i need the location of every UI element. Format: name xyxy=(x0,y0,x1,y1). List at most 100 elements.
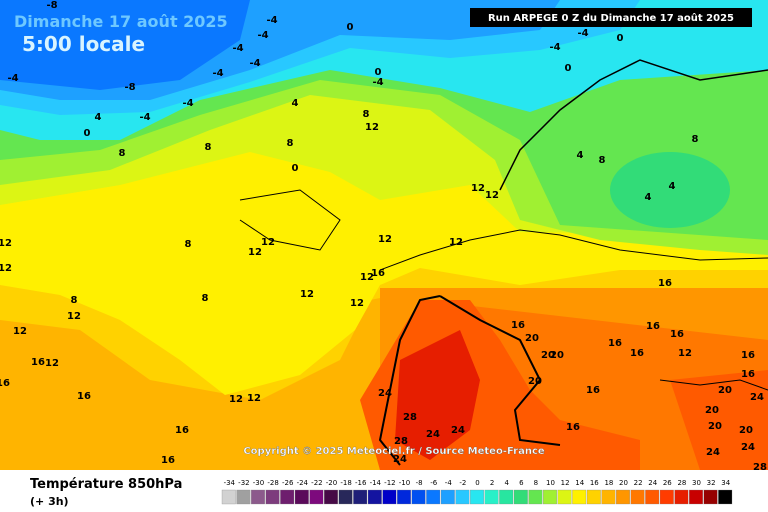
colorbar-swatch xyxy=(543,489,557,505)
contour-label: 8 xyxy=(205,142,212,153)
contour-label: 20 xyxy=(718,385,732,396)
contour-label: 12 xyxy=(449,237,463,248)
colorbar-swatch xyxy=(470,489,484,505)
contour-label: 16 xyxy=(741,350,755,361)
colorbar-swatch xyxy=(703,489,718,505)
colorbar-swatch xyxy=(616,489,630,505)
colorbar-swatch xyxy=(251,489,265,505)
contour-label: 4 xyxy=(577,150,584,161)
contour-label: 16 xyxy=(511,320,525,331)
colorbar-swatch xyxy=(309,489,324,505)
contour-label: 12 xyxy=(45,358,59,369)
contour-label: 12 xyxy=(300,289,314,300)
contour-label: 12 xyxy=(247,393,261,404)
contour-label: 24 xyxy=(426,429,440,440)
colorbar-label: -14 xyxy=(370,479,382,487)
contour-label: 24 xyxy=(451,425,465,436)
contour-label: 16 xyxy=(608,338,622,349)
colorbar-label: 24 xyxy=(648,479,657,487)
colorbar-label: 12 xyxy=(561,479,570,487)
contour-label: 20 xyxy=(739,425,753,436)
contour-label: 16 xyxy=(670,329,684,340)
contour-label: 16 xyxy=(646,321,660,332)
colorbar-swatch xyxy=(324,489,338,505)
contour-label: 16 xyxy=(566,422,580,433)
colorbar-swatch xyxy=(689,489,703,505)
colorbar-label: -10 xyxy=(399,479,410,487)
colorbar-label: 6 xyxy=(519,479,524,487)
colorbar-label: 26 xyxy=(663,479,672,487)
contour-label: 8 xyxy=(599,155,606,166)
colorbar-label: 32 xyxy=(707,479,716,487)
contour-label: 16 xyxy=(161,455,175,466)
contour-label: 20 xyxy=(708,421,722,432)
contour-label: 12 xyxy=(248,247,262,258)
colorbar-label: -2 xyxy=(459,479,466,487)
contour-label: 0 xyxy=(565,63,572,74)
contour-label: 24 xyxy=(741,442,755,453)
colorbar-swatch xyxy=(353,489,368,505)
colorbar-label: -20 xyxy=(326,479,337,487)
contour-label: 28 xyxy=(753,462,767,473)
contour-label: 12 xyxy=(471,183,485,194)
contour-label: 8 xyxy=(71,295,78,306)
colorbar-swatch xyxy=(499,489,514,505)
colorbar-label: 30 xyxy=(692,479,701,487)
colorbar-swatch xyxy=(601,489,616,505)
contour-label: 12 xyxy=(360,272,374,283)
colorbar-label: -8 xyxy=(416,479,423,487)
contour-label: 12 xyxy=(365,122,379,133)
contour-label: 24 xyxy=(706,447,720,458)
colorbar-label: 2 xyxy=(490,479,494,487)
colorbar: -34 -32 -30 -28 -26 -24 -22 -20 -18 -16 -14 -12 -10-… xyxy=(221,479,733,505)
copyright: Copyright © 2025 Meteociel.fr / Source M… xyxy=(243,446,545,457)
colorbar-swatch xyxy=(397,489,411,505)
contour-label: 4 xyxy=(292,98,299,109)
contour-label: 8 xyxy=(692,134,699,145)
contour-label: 16 xyxy=(658,278,672,289)
colorbar-swatch xyxy=(718,489,733,505)
contour-label: 12 xyxy=(229,394,243,405)
colorbar-label: 4 xyxy=(504,479,509,487)
colorbar-swatch xyxy=(528,489,543,505)
contour-label: 20 xyxy=(705,405,719,416)
contour-label: -4 xyxy=(549,42,560,53)
colorbar-label: 28 xyxy=(677,479,686,487)
colorbar-label: -6 xyxy=(430,479,438,487)
contour-label: 16 xyxy=(586,385,600,396)
colorbar-swatch xyxy=(659,489,674,505)
colorbar-label: -22 xyxy=(311,479,322,487)
colorbar-label: 34 xyxy=(721,479,730,487)
contour-label: 28 xyxy=(394,436,408,447)
colorbar-label: 16 xyxy=(590,479,599,487)
colorbar-label: 20 xyxy=(619,479,628,487)
colorbar-label: -28 xyxy=(267,479,278,487)
contour-label: -4 xyxy=(372,77,383,88)
colorbar-swatch xyxy=(455,489,470,505)
colorbar-swatch xyxy=(280,489,295,505)
contour-label: 28 xyxy=(403,412,417,423)
colorbar-swatch xyxy=(557,489,572,505)
time-title: 5:00 locale xyxy=(22,32,145,56)
contour-label: 0 xyxy=(617,33,624,44)
colorbar-label: -24 xyxy=(297,479,309,487)
contour-label: 12 xyxy=(350,298,364,309)
colorbar-swatch xyxy=(338,489,353,505)
colorbar-label: 18 xyxy=(604,479,613,487)
contour-label: -4 xyxy=(577,28,588,39)
contour-label: 20 xyxy=(550,350,564,361)
contour-label: -4 xyxy=(257,30,268,41)
contour-label: 24 xyxy=(750,392,764,403)
colorbar-label: -18 xyxy=(340,479,351,487)
contour-label: -4 xyxy=(7,73,18,84)
colorbar-label: -34 xyxy=(224,479,236,487)
contour-label: 20 xyxy=(528,376,542,387)
contour-label: 0 xyxy=(84,128,91,139)
contour-label: 12 xyxy=(678,348,692,359)
colorbar-label: 14 xyxy=(575,479,584,487)
legend-title: Température 850hPa xyxy=(30,477,182,492)
contour-label: -4 xyxy=(182,98,193,109)
contour-label: 12 xyxy=(67,311,81,322)
